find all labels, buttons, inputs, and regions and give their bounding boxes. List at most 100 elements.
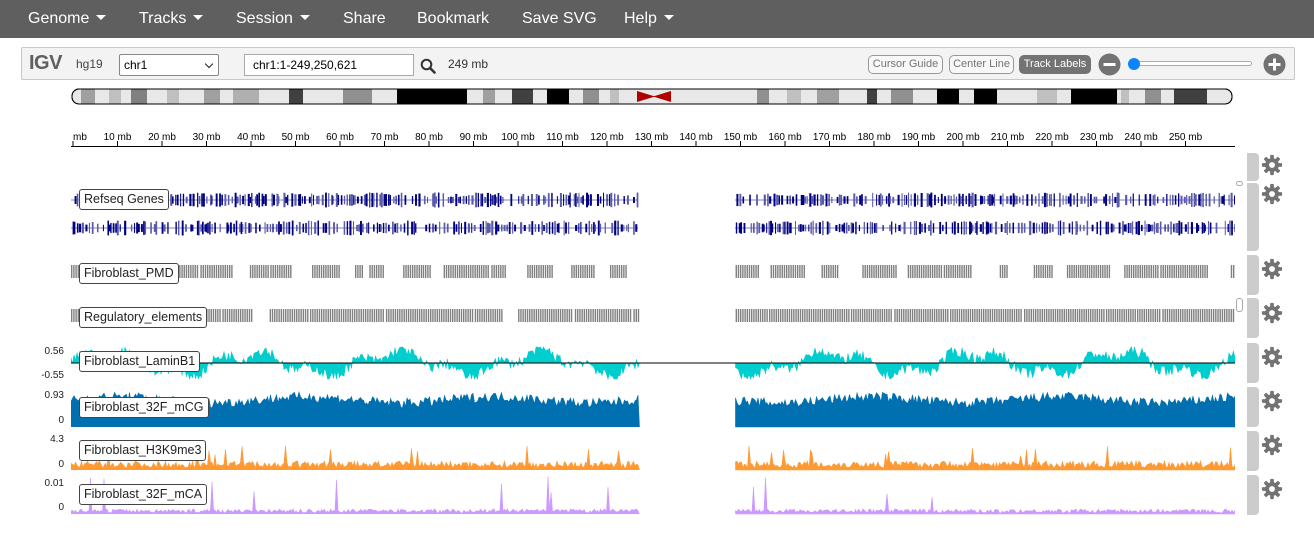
gene-feature	[1149, 193, 1152, 207]
menu-tracks[interactable]: Tracks	[139, 0, 204, 38]
gear-icon[interactable]	[1261, 258, 1283, 280]
feature-block	[819, 309, 821, 322]
search-icon[interactable]	[420, 58, 436, 74]
feature-block	[409, 265, 412, 278]
gear-icon[interactable]	[1261, 390, 1283, 412]
gene-feature	[1026, 194, 1029, 206]
feature-block	[757, 265, 759, 278]
gene-feature	[167, 222, 169, 234]
feature-block	[1075, 265, 1078, 278]
gene-feature	[450, 196, 452, 204]
feature-block	[993, 309, 996, 322]
feature-block	[504, 265, 506, 278]
fibroblast-h3k9me3-track[interactable]	[71, 431, 1235, 473]
gene-feature	[1023, 223, 1026, 233]
gear-icon[interactable]	[1261, 478, 1283, 500]
feature-block	[799, 265, 801, 278]
locus-input[interactable]: chr1:1-249,250,621	[244, 54, 414, 76]
gene-feature	[913, 220, 916, 236]
gene-feature	[423, 195, 426, 205]
gene-feature	[1038, 224, 1040, 232]
gear-icon[interactable]	[1261, 183, 1283, 205]
zoom-slider[interactable]	[1128, 58, 1254, 70]
track-scrollbar[interactable]	[1247, 255, 1259, 295]
track-scrollbar[interactable]	[1247, 183, 1259, 251]
gene-feature	[1194, 194, 1197, 206]
feature-block	[73, 265, 75, 278]
regulatory-elements-track[interactable]	[71, 308, 1235, 324]
gene-feature	[379, 194, 382, 206]
feature-block	[1049, 265, 1051, 278]
menu-share[interactable]: Share	[343, 0, 386, 38]
gene-feature	[91, 222, 94, 234]
gene-feature	[211, 224, 213, 232]
menu-session[interactable]: Session	[236, 0, 310, 38]
feature-block	[828, 265, 830, 278]
track-scrollbar[interactable]	[1247, 475, 1259, 515]
zoom-out-icon[interactable]	[1098, 53, 1121, 76]
chromosome-select[interactable]: chr1	[119, 54, 219, 76]
feature-block	[1206, 265, 1208, 278]
chromosome-ideogram[interactable]	[71, 88, 1235, 106]
feature-block	[557, 309, 560, 322]
gene-feature	[559, 193, 562, 207]
track-scrollbar[interactable]	[1247, 298, 1259, 338]
gene-feature	[1105, 194, 1108, 206]
gene-feature	[897, 194, 900, 206]
gene-feature	[1215, 222, 1218, 234]
fibroblast-32f-mca-track[interactable]	[71, 475, 1235, 517]
feature-block	[1219, 309, 1221, 322]
gene-feature	[1050, 193, 1052, 207]
refseq-genes-track[interactable]	[71, 188, 1235, 238]
ideogram-band	[974, 89, 997, 104]
gene-feature	[373, 193, 375, 207]
track-labels-button[interactable]: Track Labels	[1019, 55, 1091, 74]
fibroblast-laminb1-track[interactable]	[71, 342, 1235, 384]
gene-feature	[465, 196, 468, 204]
gene-feature	[989, 223, 992, 233]
gene-feature	[963, 221, 965, 235]
gene-feature	[435, 196, 437, 204]
feature-block	[1096, 309, 1099, 322]
menu-bookmark[interactable]: Bookmark	[417, 0, 489, 38]
gene-feature	[285, 222, 288, 234]
feature-block	[495, 265, 498, 278]
wig-signal	[71, 476, 1235, 515]
feature-block	[882, 265, 884, 278]
gear-icon[interactable]	[1261, 434, 1283, 456]
fibroblast-pmd-track[interactable]	[71, 264, 1235, 280]
gene-feature	[776, 194, 779, 206]
feature-block	[518, 309, 520, 322]
center-line-button[interactable]: Center Line	[949, 55, 1014, 74]
feature-block	[420, 265, 423, 278]
zoom-slider-thumb[interactable]	[1128, 58, 1140, 70]
gene-feature	[116, 220, 119, 236]
track-scrollbar[interactable]	[1247, 343, 1259, 383]
feature-block	[808, 309, 810, 322]
feature-block	[1076, 309, 1079, 322]
menu-help[interactable]: Help	[624, 0, 674, 38]
zoom-in-icon[interactable]	[1263, 53, 1286, 76]
scroll-thumb[interactable]	[1236, 181, 1243, 186]
gene-feature	[369, 192, 371, 208]
menu-save-svg[interactable]: Save SVG	[522, 0, 597, 38]
gear-icon[interactable]	[1261, 154, 1283, 176]
ruler-tick-label: 60 mb	[326, 132, 354, 143]
feature-block	[773, 309, 775, 322]
feature-block	[300, 309, 302, 322]
gear-icon[interactable]	[1261, 302, 1283, 324]
gene-feature	[821, 195, 825, 205]
track-scrollbar[interactable]	[1247, 387, 1259, 427]
feature-block	[828, 309, 830, 322]
gear-icon[interactable]	[1261, 346, 1283, 368]
scroll-thumb[interactable]	[1236, 298, 1243, 312]
track-scrollbar[interactable]	[1247, 431, 1259, 471]
gene-feature	[185, 224, 187, 232]
menu-genome[interactable]: Genome	[28, 0, 107, 38]
gene-feature	[486, 192, 489, 208]
feature-block	[496, 309, 499, 322]
feature-block	[1087, 309, 1090, 322]
cursor-guide-button[interactable]: Cursor Guide	[868, 55, 943, 74]
fibroblast-32f-mcg-track[interactable]	[71, 387, 1235, 429]
track-scrollbar[interactable]	[1247, 153, 1259, 181]
